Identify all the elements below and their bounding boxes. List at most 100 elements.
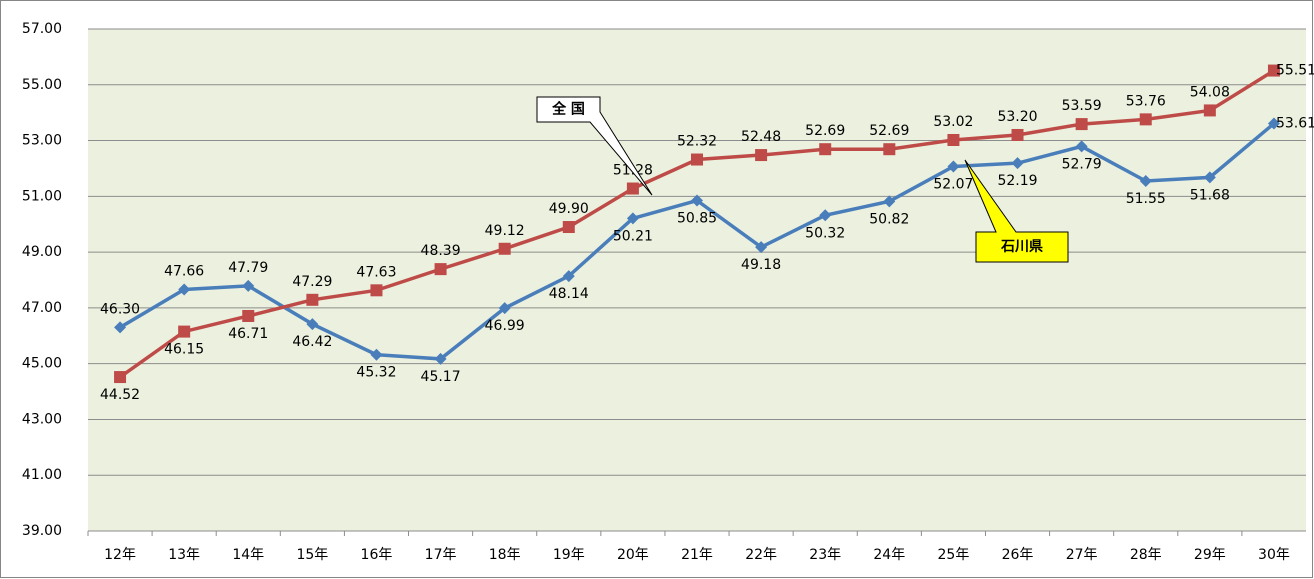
data-label: 52.48 [741,129,781,145]
x-tick-label: 18年 [489,547,521,563]
data-label: 50.21 [613,228,653,244]
marker [306,293,319,306]
data-label: 46.42 [292,334,332,350]
marker [1203,171,1216,184]
x-tick-label: 27年 [1066,547,1098,563]
marker [883,143,896,156]
x-tick-label: 28年 [1130,547,1162,563]
marker [1075,140,1088,153]
data-label: 47.63 [356,264,396,280]
data-label: 47.66 [164,263,204,279]
data-label: 54.08 [1190,84,1230,100]
x-tick-label: 24年 [873,547,905,563]
data-label: 45.32 [356,365,396,381]
data-label: 50.82 [869,211,909,227]
x-tick-label: 26年 [1002,547,1034,563]
marker [498,302,511,315]
x-tick-label: 25年 [938,547,970,563]
y-tick-label: 43.00 [22,411,62,427]
marker [178,283,191,296]
data-label: 48.39 [421,243,461,259]
data-label: 52.69 [805,123,845,139]
marker [178,325,191,338]
data-label: 52.79 [1062,156,1102,172]
y-tick-label: 39.00 [22,523,62,539]
data-label: 46.71 [228,326,268,342]
marker [114,321,127,334]
marker [883,195,896,208]
x-tick-label: 17年 [425,547,457,563]
marker [306,318,319,331]
data-label: 53.59 [1062,98,1102,114]
marker [819,143,832,156]
data-label: 53.61 [1276,116,1314,132]
series-callout-label: 石川県 [1000,239,1043,255]
data-label: 45.17 [421,369,461,385]
marker [1139,174,1152,187]
x-tick-label: 16年 [361,547,393,563]
marker [370,284,383,297]
x-tick-label: 20年 [617,547,649,563]
series-callout-label: 全 国 [551,101,585,118]
data-label: 53.76 [1126,93,1166,109]
x-tick-label: 13年 [168,547,200,563]
marker [1267,64,1280,77]
y-tick-label: 49.00 [22,244,62,260]
data-label: 50.85 [677,211,717,227]
marker [691,194,703,207]
data-label: 47.29 [292,274,332,290]
marker [434,263,447,276]
data-label: 50.32 [805,225,845,241]
series-callout [964,159,1069,263]
data-label: 53.20 [997,109,1037,125]
x-tick-label: 30年 [1258,547,1290,563]
y-tick-label: 41.00 [22,467,62,483]
y-tick-label: 51.00 [22,188,62,204]
data-label: 52.07 [933,176,973,192]
marker [947,160,960,173]
data-label: 46.99 [485,318,525,334]
marker [562,221,575,234]
marker [1075,118,1088,131]
x-tick-label: 15年 [296,547,328,563]
marker [947,133,960,146]
data-label: 49.18 [741,257,781,273]
x-tick-label: 14年 [232,547,264,563]
marker [1011,157,1024,170]
marker [1267,117,1280,130]
data-label: 47.79 [228,260,268,276]
data-label: 55.51 [1276,63,1314,79]
marker [755,241,768,254]
data-label: 53.02 [933,114,973,130]
series-callout [536,96,653,196]
marker [691,153,703,166]
plot-area [88,29,1306,531]
data-label: 48.14 [549,286,589,302]
marker [242,279,255,292]
data-label: 46.30 [100,301,140,317]
data-label: 49.90 [549,201,589,217]
marker [498,242,511,255]
data-label: 52.69 [869,123,909,139]
marker [1139,113,1152,126]
data-label: 51.55 [1126,191,1166,207]
x-tick-label: 21年 [681,547,713,563]
x-tick-label: 29年 [1194,547,1226,563]
data-label: 49.12 [485,223,525,239]
marker [819,209,832,222]
x-tick-label: 19年 [553,547,585,563]
marker [242,309,255,322]
marker [1203,104,1216,117]
y-tick-label: 57.00 [22,21,62,37]
x-tick-label: 22年 [745,547,777,563]
marker [626,212,639,225]
data-label: 44.52 [100,387,140,403]
y-tick-label: 55.00 [22,77,62,93]
marker [370,348,383,361]
data-label: 52.32 [677,134,717,150]
marker [434,352,447,365]
y-tick-label: 45.00 [22,356,62,372]
marker [114,371,127,384]
marker [755,149,768,162]
